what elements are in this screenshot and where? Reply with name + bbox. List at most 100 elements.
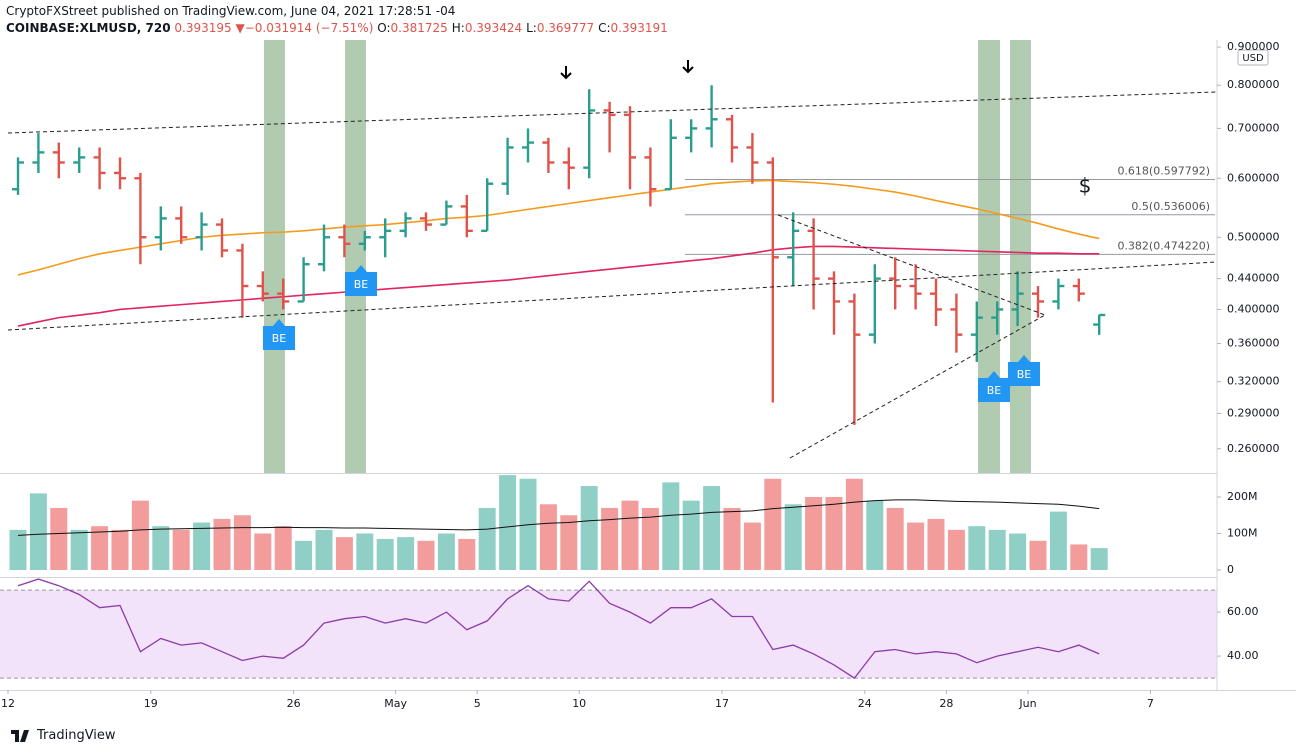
x-tick-label: Jun (1018, 697, 1036, 710)
volume-bar (213, 518, 231, 570)
volume-bar (845, 478, 863, 570)
volume-bar (927, 518, 945, 570)
badges: BE BE BE BE (263, 265, 1040, 402)
symbol-line: COINBASE:XLMUSD, 720 0.393195 ▼−0.031914… (6, 20, 672, 37)
trendline (7, 261, 1218, 331)
y-tick-label: 0.700000 (1227, 121, 1280, 134)
plot-area (0, 85, 1217, 679)
arrow (682, 60, 694, 74)
volume-bar (50, 507, 68, 570)
volume-bar (1009, 533, 1027, 570)
volume-bar (968, 526, 986, 570)
volume-bar (601, 507, 619, 570)
volume-bar (988, 529, 1006, 570)
volume-bar (805, 496, 823, 570)
volume-bar (356, 533, 374, 570)
trendline (7, 91, 1218, 134)
volume-bar (376, 538, 394, 570)
volume-bar (947, 529, 965, 570)
volume-bar (662, 482, 680, 570)
volume-bar (315, 529, 333, 570)
volume-bar (131, 500, 149, 570)
volume-bar (1029, 540, 1047, 570)
x-tick-label: 24 (858, 697, 872, 710)
rsi-line (17, 578, 1100, 679)
y-tick-label: 0.320000 (1227, 375, 1280, 388)
x-tick-label: May (384, 697, 407, 710)
field-value: 0.369777 (536, 21, 595, 35)
volume-bar (295, 540, 313, 570)
ohlc-fields: O:0.381725 H:0.393424 L:0.369777 C:0.393191 (377, 21, 672, 35)
volume-bar (784, 504, 802, 570)
y-tick-label: 100M (1227, 526, 1258, 539)
volume-bar (580, 486, 598, 570)
volume-bar (682, 500, 700, 570)
frame (0, 40, 1296, 691)
y-tick-label: 0.800000 (1227, 78, 1280, 91)
volume-bar (172, 529, 190, 570)
footer: TradingView (10, 728, 116, 743)
trendlines (7, 91, 1218, 459)
volume-bar (233, 515, 251, 570)
last-price: 0.393195 (174, 21, 232, 35)
change: −0.031914 (−7.51%) (244, 21, 374, 35)
field-value: 0.381725 (390, 21, 448, 35)
y-tick-label: 0.260000 (1227, 442, 1280, 455)
badge (263, 319, 295, 350)
volume-bar (1070, 544, 1088, 570)
currency-box (1237, 49, 1269, 66)
brand: TradingView (37, 728, 116, 743)
fib-label: 0.382(0.474220) (1117, 239, 1210, 252)
dollar-sign: $ (1079, 174, 1092, 198)
x-tick-label: 26 (287, 697, 301, 710)
highlight-band (978, 40, 1000, 473)
y-tick-label: 0.440000 (1227, 272, 1280, 285)
volume-bar (866, 500, 884, 570)
volume-bar (886, 507, 904, 570)
currency: USD (1242, 53, 1264, 64)
x-tick-label: 10 (572, 697, 586, 710)
badge-label: BE (987, 384, 1002, 397)
field-value: 0.393191 (610, 21, 668, 35)
volume-bar (723, 507, 741, 570)
x-tick-label: 12 (1, 697, 15, 710)
y-tick-label: 0.600000 (1227, 171, 1280, 184)
volume-bar (152, 526, 170, 570)
volume-bar (621, 500, 639, 570)
y-tick-label: 0 (1227, 563, 1234, 576)
volume-bar (70, 529, 88, 570)
y-tick-label: 0.500000 (1227, 230, 1280, 243)
volume-bar (111, 529, 129, 570)
volume-bar (193, 522, 211, 570)
volume-bar (560, 515, 578, 570)
volume-bar (1090, 548, 1108, 570)
volume-bar (743, 522, 761, 570)
fib-label: 0.618(0.597792) (1117, 164, 1210, 177)
trendline (777, 214, 1046, 316)
x-tick-label: 5 (474, 697, 481, 710)
field-value: 0.393424 (464, 21, 523, 35)
field-label: O: (377, 21, 391, 35)
rsi-band (0, 590, 1217, 679)
y-tick-label: 0.900000 (1227, 40, 1280, 53)
volume-bar (1049, 511, 1067, 570)
badge (978, 371, 1010, 402)
y-tick-label: 40.00 (1227, 649, 1259, 662)
volume-bar (29, 493, 47, 570)
fib-label: 0.5(0.536006) (1131, 200, 1210, 213)
y-tick-label: 60.00 (1227, 605, 1259, 618)
volume-bar (703, 486, 721, 570)
down-triangle: ▼ (235, 21, 245, 35)
x-tick-label: 17 (715, 697, 729, 710)
logo (11, 729, 29, 742)
highlight-bands (264, 40, 1031, 473)
volume-bar (417, 540, 435, 570)
volume-bar (907, 522, 925, 570)
volume-bar (9, 529, 27, 570)
badge (345, 265, 377, 296)
badge-label: BE (272, 332, 287, 345)
volume-bar (458, 538, 476, 570)
x-tick-label: 28 (939, 697, 953, 710)
volume-bar (335, 537, 353, 570)
